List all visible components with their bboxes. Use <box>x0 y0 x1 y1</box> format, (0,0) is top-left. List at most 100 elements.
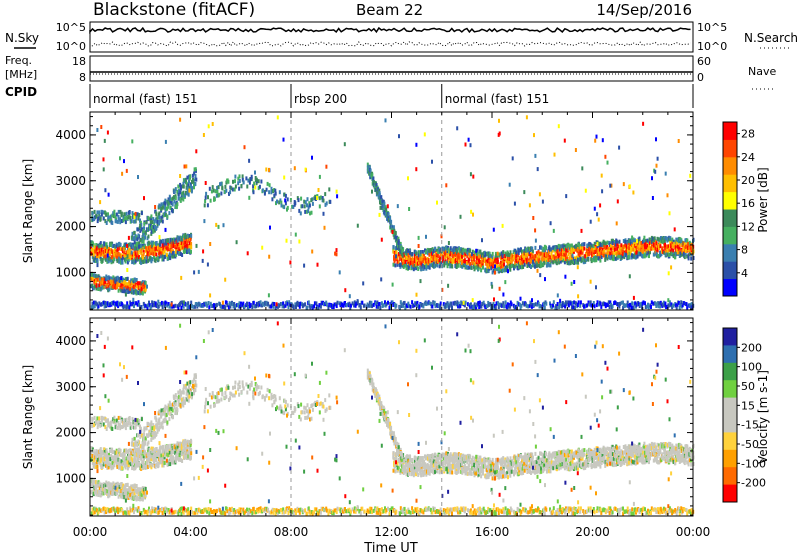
data-cell <box>418 250 421 255</box>
data-cell <box>140 243 143 248</box>
data-cell <box>335 248 338 253</box>
data-cell <box>238 186 241 191</box>
data-cell <box>141 463 144 468</box>
data-cell <box>157 299 160 304</box>
data-cell <box>123 287 126 292</box>
data-cell <box>276 115 279 120</box>
data-cell <box>143 285 146 290</box>
data-cell <box>113 257 116 262</box>
data-cell <box>174 187 177 192</box>
data-cell <box>105 257 107 262</box>
colorbar-frame <box>722 121 738 297</box>
data-cell <box>103 460 106 465</box>
data-cell <box>109 218 111 223</box>
data-cell <box>155 458 158 463</box>
data-cell <box>120 278 123 283</box>
data-cell <box>439 260 441 265</box>
data-cell <box>656 247 659 252</box>
data-cell <box>411 264 414 269</box>
data-cell <box>479 259 481 264</box>
data-cell <box>604 257 607 262</box>
data-cell <box>622 239 625 243</box>
data-cell <box>140 211 143 216</box>
data-cell <box>106 451 109 456</box>
data-cell <box>152 241 155 246</box>
data-cell <box>229 190 232 195</box>
data-cell <box>192 304 195 309</box>
data-cell <box>520 249 523 254</box>
data-cell <box>119 285 122 290</box>
data-cell <box>470 209 473 214</box>
data-cell <box>248 180 251 185</box>
data-cell <box>147 464 150 469</box>
data-cell <box>421 253 424 258</box>
data-cell <box>98 279 101 284</box>
data-cell <box>683 255 686 260</box>
data-cell <box>404 256 407 261</box>
data-cell <box>571 301 574 305</box>
data-cell <box>257 179 260 184</box>
data-cell <box>392 245 395 250</box>
data-cell <box>351 301 354 306</box>
data-cell <box>558 250 561 254</box>
data-cell <box>525 115 528 120</box>
data-cell <box>522 265 525 269</box>
data-cell <box>125 257 128 262</box>
data-cell <box>403 260 406 265</box>
data-cell <box>169 206 172 211</box>
data-cell <box>144 287 147 292</box>
data-cell <box>119 156 121 161</box>
data-cell <box>517 259 519 264</box>
data-cell <box>504 300 507 305</box>
data-cell <box>92 276 95 281</box>
data-cell <box>646 238 649 243</box>
data-cell <box>509 250 512 255</box>
data-cell <box>134 246 137 251</box>
data-cell <box>299 211 302 216</box>
data-cell <box>118 458 121 463</box>
data-cell <box>115 450 118 455</box>
data-cell <box>175 252 178 257</box>
data-cell <box>487 268 490 273</box>
data-cell <box>559 256 562 261</box>
data-cell <box>398 252 401 256</box>
data-cell <box>208 186 211 191</box>
data-cell <box>596 212 599 217</box>
data-cell <box>519 296 522 301</box>
data-cell <box>527 304 530 309</box>
data-cell <box>401 258 404 263</box>
data-cell <box>413 303 416 308</box>
data-cell <box>496 257 499 262</box>
data-cell <box>293 200 296 204</box>
data-cell <box>169 256 172 261</box>
data-cell <box>255 177 258 182</box>
data-cell <box>419 252 422 257</box>
data-cell <box>486 264 489 269</box>
data-cell <box>307 209 310 214</box>
data-cell <box>407 248 409 253</box>
data-cell <box>668 211 671 216</box>
data-cell <box>665 305 668 309</box>
data-cell <box>143 196 145 201</box>
data-cell <box>207 195 209 200</box>
data-cell <box>543 305 546 310</box>
data-cell <box>460 250 463 255</box>
data-cell <box>390 219 393 224</box>
data-cell <box>104 300 107 305</box>
data-cell <box>187 301 190 306</box>
data-cell <box>114 279 117 284</box>
data-cell <box>93 249 95 253</box>
data-cell <box>117 214 120 219</box>
data-cell <box>120 465 123 470</box>
data-cell <box>560 248 563 253</box>
data-cell <box>152 458 155 462</box>
data-cell <box>459 249 461 254</box>
data-cell <box>215 193 218 198</box>
data-cell <box>146 246 149 251</box>
data-cell <box>461 264 464 269</box>
data-cell <box>111 450 114 455</box>
data-cell <box>498 253 501 258</box>
data-cell <box>475 265 478 270</box>
data-cell <box>96 302 98 307</box>
data-cell <box>328 187 331 192</box>
